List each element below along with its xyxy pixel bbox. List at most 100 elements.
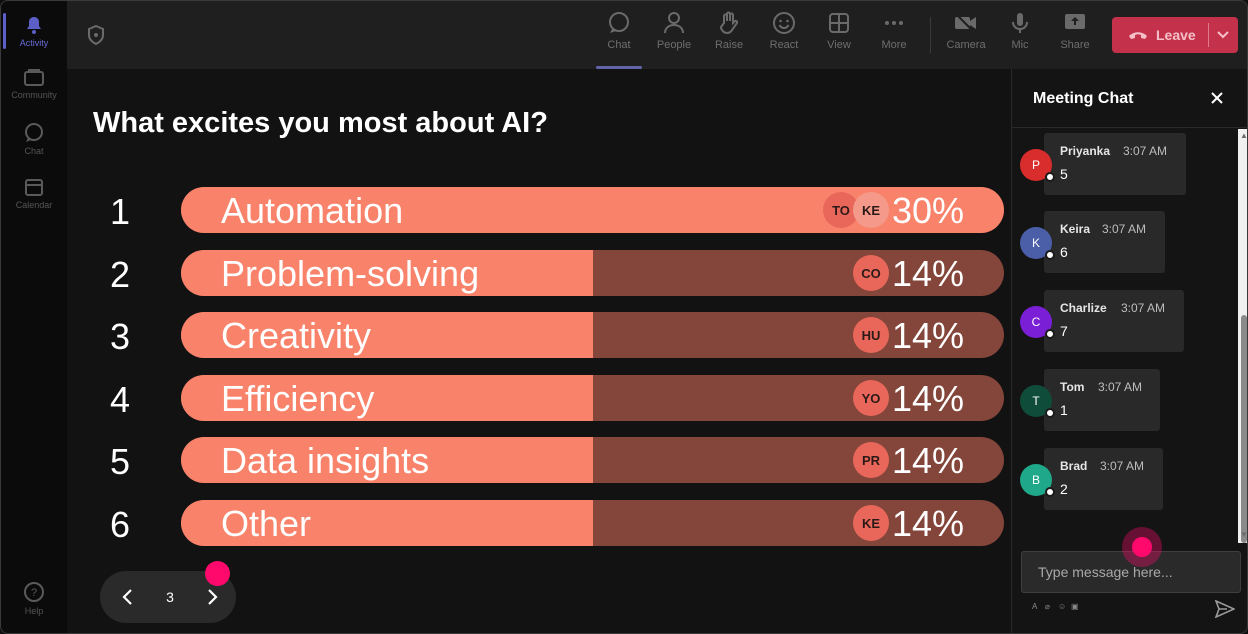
smiley-icon [773, 12, 795, 34]
chat-button[interactable]: Chat [594, 11, 644, 69]
meeting-chat-panel: Meeting Chat Priyanka 3:07 AM 5 P Keira 3:07 … [1011, 69, 1248, 633]
poll-question: What excites you most about AI? [93, 107, 548, 139]
react-button[interactable]: React [759, 11, 809, 63]
option-label: Problem-solving [221, 253, 480, 294]
option-bar-fill [181, 375, 593, 421]
gif-icon[interactable]: ▣ [1071, 602, 1079, 611]
sender-avatar[interactable]: B [1020, 464, 1055, 497]
option-bar-fill [181, 312, 593, 358]
option-number: 2 [109, 254, 131, 295]
chat-icon [609, 12, 629, 33]
sender-avatar[interactable]: C [1020, 306, 1055, 339]
people-button[interactable]: People [649, 11, 699, 63]
rail-item-chat[interactable]: Chat [1, 113, 67, 165]
option-number: 4 [109, 379, 131, 420]
emoji-icon[interactable]: ☺ [1058, 602, 1067, 611]
leave-button[interactable]: Leave [1112, 17, 1238, 53]
more-icon [885, 21, 903, 25]
rail-item-activity[interactable]: Activity [1, 5, 67, 57]
chevron-down-icon[interactable] [1216, 27, 1230, 41]
message-time: 3:07 AM [1098, 380, 1143, 394]
option-bar[interactable]: Other 14% KE [181, 500, 1004, 546]
option-bar[interactable]: Efficiency 14% YO [181, 375, 1004, 421]
chevron-right-icon[interactable] [202, 587, 222, 607]
sender-name: Brad [1060, 459, 1088, 473]
message-input[interactable] [1021, 551, 1241, 593]
microphone-icon [1012, 13, 1028, 33]
share-label: Share [1060, 39, 1090, 51]
chat-label: Chat [607, 39, 631, 51]
poll-option-row: 5 Data insights 14% PR [67, 437, 1011, 483]
option-bar[interactable]: Problem-solving 14% CO [181, 250, 1004, 296]
poll-option-row: 1 Automation 30% TO KE [67, 187, 1011, 233]
option-percent: 14% [891, 253, 964, 294]
option-bar[interactable]: Automation 30% TO KE [181, 187, 1004, 233]
message-bubble: Tom 3:07 AM 1 [1044, 369, 1160, 431]
option-bar-fill [181, 437, 593, 483]
svg-text:?: ? [31, 587, 37, 599]
mic-label: Mic [1011, 39, 1029, 51]
scroll-down-arrow[interactable]: ▼ [1240, 530, 1248, 539]
sender-avatar[interactable]: T [1020, 385, 1055, 418]
message-bubble: Brad 3:07 AM 2 [1044, 448, 1163, 510]
view-button[interactable]: View [814, 11, 864, 63]
rail-item-label: Calendar [15, 200, 53, 210]
share-button[interactable]: Share [1050, 11, 1100, 63]
raise-hand-button[interactable]: Raise [704, 11, 754, 63]
click-marker [205, 561, 230, 586]
chevron-left-icon[interactable] [118, 587, 138, 607]
message-time: 3:07 AM [1100, 459, 1145, 473]
avatar-initial: T [1032, 394, 1040, 408]
avatar-initial: C [1031, 315, 1041, 329]
voter-avatar: HU [853, 317, 889, 353]
sender-avatar[interactable]: P [1020, 149, 1055, 182]
camera-label: Camera [946, 39, 986, 51]
message-text: 1 [1060, 402, 1068, 418]
app-rail: Activity Community Chat Calendar ? Help [1, 1, 67, 633]
avatar-initial: B [1031, 473, 1040, 487]
voter-avatar: KE [853, 192, 889, 228]
close-icon[interactable] [1210, 91, 1224, 105]
avatar-initial: K [1031, 236, 1040, 250]
attach-icon[interactable]: ⌀ [1045, 602, 1050, 611]
hand-icon [719, 11, 739, 35]
rail-item-community[interactable]: Community [1, 59, 67, 111]
rail-item-help[interactable]: ? Help [1, 571, 67, 623]
sender-name: Keira [1060, 222, 1091, 236]
option-percent: 14% [891, 440, 964, 481]
sender-name: Charlize [1060, 301, 1107, 315]
react-label: React [769, 39, 799, 51]
slide-pager: 3 [100, 571, 236, 623]
presence-dot [1045, 250, 1055, 260]
view-label: View [827, 39, 851, 51]
message-text: 6 [1060, 244, 1068, 260]
presence-dot [1045, 487, 1055, 497]
voter-avatar: YO [853, 380, 889, 416]
option-percent: 14% [891, 315, 964, 356]
option-bar[interactable]: Creativity 14% HU [181, 312, 1004, 358]
more-button[interactable]: More [869, 11, 919, 63]
more-label: More [881, 39, 907, 51]
chat-icon [25, 123, 43, 142]
chat-scrollbar-thumb[interactable] [1241, 315, 1247, 543]
option-percent: 30% [891, 190, 964, 231]
option-percent: 14% [891, 378, 964, 419]
presence-dot [1045, 172, 1055, 182]
camera-off-icon [955, 13, 976, 33]
format-icon[interactable]: A [1032, 602, 1038, 611]
people-icon [664, 12, 684, 34]
option-label: Efficiency [221, 378, 375, 419]
camera-button[interactable]: Camera [941, 11, 991, 63]
mic-button[interactable]: Mic [995, 11, 1045, 63]
send-icon[interactable] [1215, 600, 1235, 618]
rail-item-calendar[interactable]: Calendar [1, 167, 67, 219]
option-percent: 14% [891, 503, 964, 544]
scroll-up-arrow[interactable]: ▲ [1240, 131, 1248, 140]
option-bar[interactable]: Data insights 14% PR [181, 437, 1004, 483]
sender-avatar[interactable]: K [1020, 227, 1055, 260]
help-icon: ? [24, 582, 44, 602]
voter-avatar: PR [853, 442, 889, 478]
option-number: 5 [109, 441, 131, 482]
sender-name: Priyanka [1060, 144, 1111, 158]
message-text: 2 [1060, 481, 1068, 497]
